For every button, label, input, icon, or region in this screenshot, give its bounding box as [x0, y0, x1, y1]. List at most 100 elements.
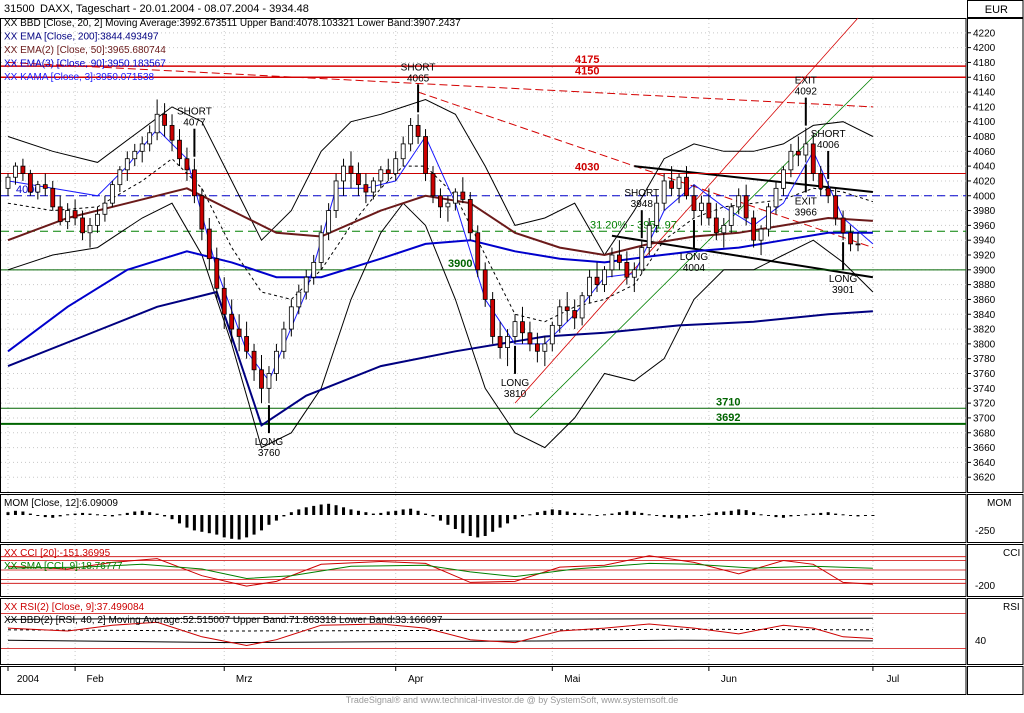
candle-body [654, 202, 660, 226]
cci-line [7, 555, 873, 587]
candle-body [833, 195, 839, 219]
mom-bar [125, 512, 129, 515]
mom-bar [647, 514, 651, 516]
candle-body [303, 276, 309, 293]
y-tick-label: 4140 [973, 88, 996, 99]
mom-bar [73, 513, 77, 515]
candles [5, 99, 861, 404]
mom-bar [6, 512, 10, 515]
y-tick-label: 3940 [973, 236, 996, 247]
mom-bar [692, 515, 696, 517]
y-tick-label: 3740 [973, 384, 996, 395]
signal-value: 4006 [817, 140, 840, 151]
mom-bar [491, 515, 495, 532]
mom-bar [312, 505, 316, 515]
candle-body [132, 150, 138, 160]
candle-body [27, 173, 33, 193]
candle-body [42, 184, 48, 189]
y-tick-label: 3820 [973, 325, 996, 336]
candle-body [35, 184, 41, 193]
mom-bar [677, 515, 681, 519]
mom-bar [245, 515, 249, 538]
candle-body [281, 328, 287, 352]
mom-bar [230, 515, 234, 539]
candle-body [617, 254, 622, 263]
mom-bar [453, 515, 457, 529]
legend-entry: XX EMA(3) [Close, 90]:3950.183567 [4, 59, 166, 70]
mom-bar [148, 512, 152, 515]
candle-body [631, 269, 637, 278]
y-tick-label: 4180 [973, 58, 996, 69]
candle-body [72, 210, 78, 219]
candle-body [736, 195, 742, 208]
y-tick-label: 4120 [973, 102, 996, 113]
mom-bar [140, 510, 144, 515]
mom-bar [21, 511, 25, 515]
candle-body [169, 124, 175, 141]
candle-body [512, 321, 518, 337]
rsi-axis-title: RSI [1003, 602, 1020, 613]
green-channel-line [529, 76, 874, 419]
mom-bar [327, 503, 331, 515]
mom-bar [446, 515, 450, 525]
candle-body [333, 180, 339, 211]
mom-bar [789, 515, 793, 517]
red-channel-line [514, 17, 859, 404]
candle-body [639, 247, 645, 271]
candle-body [602, 269, 607, 286]
level-label: 3900 [448, 258, 472, 270]
y-tick-label: 3920 [973, 251, 996, 262]
candle-body [684, 176, 689, 197]
mom-bar [88, 513, 92, 515]
mom-bar [66, 514, 70, 516]
candle-body [475, 232, 481, 271]
mom-bar [752, 512, 756, 515]
candle-body [810, 143, 816, 174]
candle-body [13, 165, 18, 178]
mom-bar [424, 513, 428, 515]
legend-entry: XX KAMA [Close, 3]:3950.071538 [4, 72, 155, 83]
y-tick-label: 3680 [973, 428, 996, 439]
mom-bar [364, 512, 368, 515]
candle-body [199, 195, 205, 230]
mom-bar [811, 513, 815, 515]
mom-bar [289, 512, 293, 515]
bollinger-upper-band [7, 98, 874, 256]
y-tick-label: 4100 [973, 117, 996, 128]
candle-body [296, 291, 302, 308]
candle-body [661, 180, 667, 204]
candle-body [385, 169, 391, 174]
mom-bar [781, 515, 785, 518]
level-label: 31.20% - 3951.97 [590, 219, 677, 231]
level-label: 3710 [716, 396, 740, 408]
candle-body [669, 180, 674, 189]
candle-body [87, 224, 93, 234]
x-tick-label: Mai [564, 674, 580, 685]
mom-bar [759, 514, 763, 516]
mom-bar [588, 514, 592, 516]
candle-body [646, 224, 652, 248]
y-tick-label: 3960 [973, 221, 996, 232]
candle-body [80, 217, 85, 234]
currency-label: EUR [985, 4, 1008, 16]
mom-bar [103, 515, 107, 516]
mom-bar [170, 515, 174, 520]
mom-bar [595, 515, 599, 516]
mom-bar [36, 515, 40, 516]
mom-bar [319, 504, 323, 515]
mom-bar [401, 509, 405, 515]
candle-body [594, 276, 600, 286]
mom-bar [133, 511, 137, 515]
triangle-upper [634, 165, 874, 194]
candle-body [460, 191, 466, 200]
candle-body [192, 169, 197, 197]
signal-type: SHORT [177, 107, 212, 118]
candle-body [408, 124, 414, 145]
candle-body [326, 210, 332, 234]
candle-body [691, 195, 697, 211]
x-tick-label: 2004 [17, 674, 40, 685]
candle-body [579, 295, 585, 319]
cci-sma-line [7, 562, 873, 580]
mom-bar [849, 515, 853, 516]
candle-body [818, 173, 824, 189]
